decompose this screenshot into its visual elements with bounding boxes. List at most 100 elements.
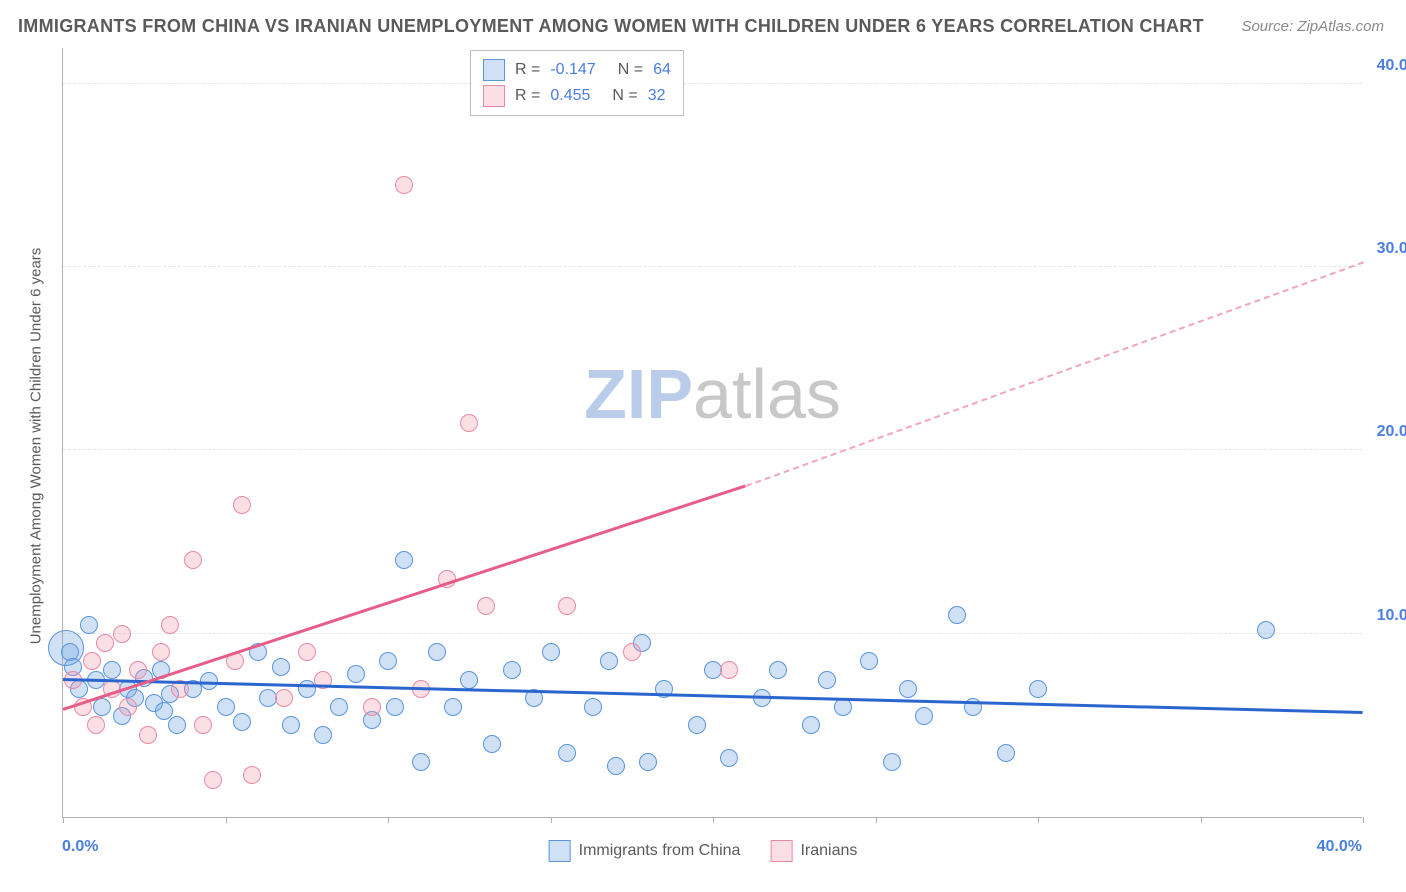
watermark-part-b: atlas [693,354,841,434]
grid-line [63,449,1362,450]
data-point [1029,680,1047,698]
data-point [460,414,478,432]
legend-item-iranians: Iranians [770,840,857,862]
source-citation: Source: ZipAtlas.com [1241,18,1384,35]
data-point [347,665,365,683]
data-point [948,606,966,624]
data-point [330,698,348,716]
data-point [243,766,261,784]
data-point [168,716,186,734]
data-point [233,713,251,731]
trend-line [63,485,746,711]
data-point [96,634,114,652]
data-point [379,652,397,670]
data-point [87,716,105,734]
data-point [460,671,478,689]
legend-row-china: R = -0.147 N = 64 [483,57,671,83]
data-point [275,689,293,707]
data-point [915,707,933,725]
data-point [113,625,131,643]
legend-china-label: Immigrants from China [579,842,741,860]
watermark: ZIP atlas [584,354,841,434]
data-point [282,716,300,734]
series-legend: Immigrants from China Iranians [549,840,858,862]
grid-line [63,83,1362,84]
data-point [477,597,495,615]
data-point [542,643,560,661]
legend-item-china: Immigrants from China [549,840,741,862]
data-point [194,716,212,734]
data-point [80,616,98,634]
data-point [412,753,430,771]
data-point [161,616,179,634]
data-point [584,698,602,716]
data-point [558,597,576,615]
swatch-iranians-icon [770,840,792,862]
data-point [83,652,101,670]
data-point [93,698,111,716]
legend-iranians-n: 32 [648,87,666,105]
data-point [314,726,332,744]
data-point [298,680,316,698]
swatch-iranians [483,85,505,107]
data-point [503,661,521,679]
y-axis-tick: 20.0% [1377,423,1406,441]
data-point [152,643,170,661]
watermark-part-a: ZIP [584,354,693,434]
data-point [233,496,251,514]
data-point [720,749,738,767]
data-point [688,716,706,734]
x-axis-tick-mark [876,817,877,823]
scatter-plot-area: ZIP atlas 10.0%20.0%30.0%40.0% [62,48,1362,818]
data-point [1257,621,1275,639]
y-axis-tick: 30.0% [1377,240,1406,258]
x-axis-tick-mark [713,817,714,823]
grid-line [63,633,1362,634]
legend-iranians-label: Iranians [800,842,857,860]
data-point [818,671,836,689]
data-point [204,771,222,789]
data-point [119,698,137,716]
legend-n-label: N = [618,61,643,79]
data-point [139,726,157,744]
data-point [103,661,121,679]
data-point [607,757,625,775]
x-axis-tick-mark [63,817,64,823]
y-axis-tick: 40.0% [1377,57,1406,75]
x-axis-min: 0.0% [62,838,98,856]
data-point [639,753,657,771]
data-point [155,702,173,720]
data-point [899,680,917,698]
data-point [395,551,413,569]
data-point [395,176,413,194]
legend-iranians-r: 0.455 [550,87,590,105]
x-axis-tick-mark [1363,817,1364,823]
grid-line [63,266,1362,267]
data-point [997,744,1015,762]
data-point [623,643,641,661]
data-point [129,661,147,679]
data-point [802,716,820,734]
data-point [298,643,316,661]
data-point [272,658,290,676]
x-axis-tick-mark [1038,817,1039,823]
x-axis-max: 40.0% [1317,838,1362,856]
legend-china-n: 64 [653,61,671,79]
data-point [883,753,901,771]
x-axis-tick-mark [1201,817,1202,823]
x-axis-tick-mark [226,817,227,823]
data-point [363,698,381,716]
data-point [444,698,462,716]
data-point [600,652,618,670]
legend-row-iranians: R = 0.455 N = 32 [483,83,671,109]
data-point [483,735,501,753]
data-point [720,661,738,679]
data-point [184,551,202,569]
x-axis-tick-mark [551,817,552,823]
data-point [860,652,878,670]
data-point [386,698,404,716]
swatch-china-icon [549,840,571,862]
legend-r-label: R = [515,61,540,79]
legend-china-r: -0.147 [550,61,595,79]
swatch-china [483,59,505,81]
